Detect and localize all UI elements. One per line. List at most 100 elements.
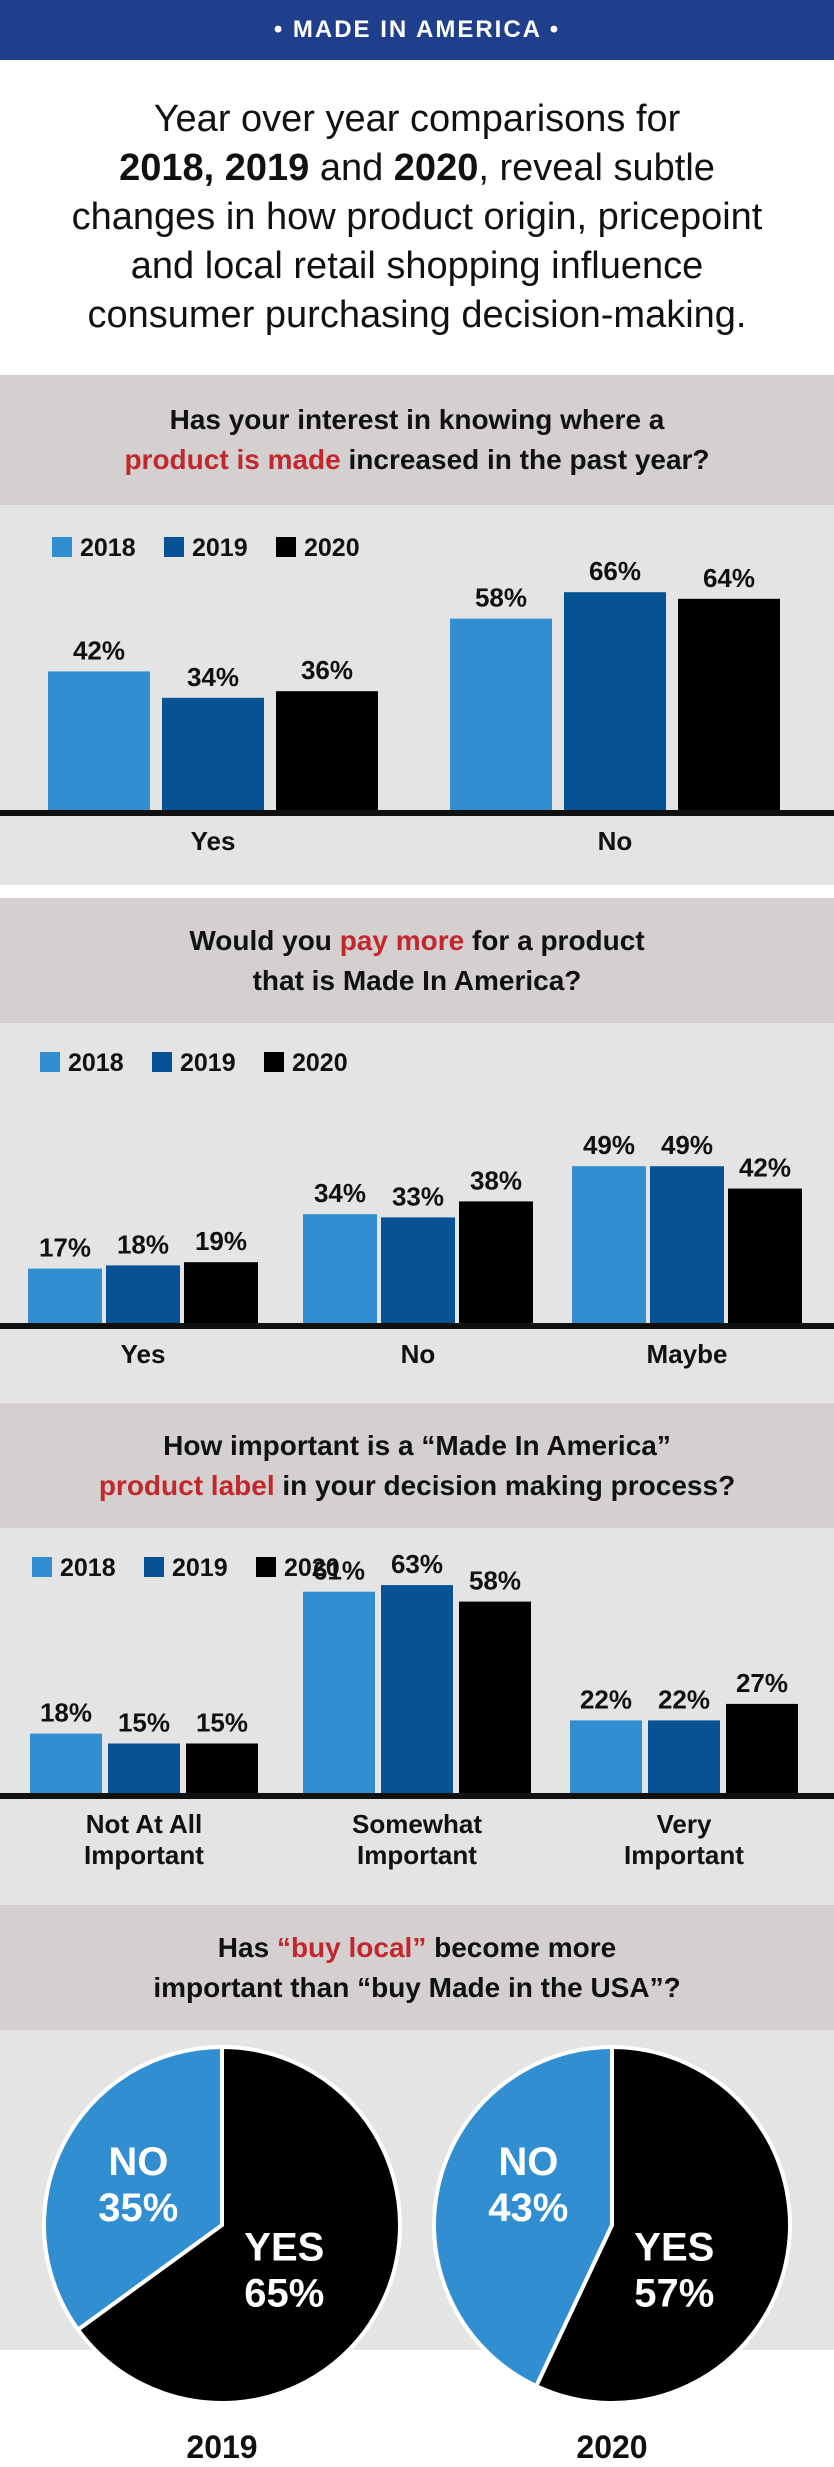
- bar-2020-1: [459, 1201, 533, 1323]
- panel-q1: Has your interest in knowing where a prod…: [0, 375, 834, 885]
- q3-pre: How important is a “Made In America”: [163, 1429, 671, 1461]
- q2-post: for a product: [464, 924, 645, 956]
- q2-pre: Would you: [189, 924, 340, 956]
- bar-label: 15%: [118, 1708, 170, 1738]
- legend-swatch-2019: [152, 1052, 172, 1072]
- q3-header: How important is a “Made In America” prod…: [0, 1403, 834, 1528]
- bar-label: 63%: [391, 1549, 443, 1579]
- legend-label-2020: 2020: [304, 534, 360, 562]
- legend-swatch-2019: [164, 537, 184, 557]
- pie-label-yes-value: 57%: [634, 2272, 714, 2316]
- q3-post: in your decision making process?: [274, 1469, 736, 1501]
- bar-2020-0: [276, 691, 378, 810]
- bar-label: 38%: [470, 1165, 522, 1195]
- category-label: Important: [84, 1840, 204, 1870]
- intro-line1: Year over year comparisons for: [153, 98, 681, 140]
- bar-2019-0: [162, 697, 264, 810]
- intro-text: Year over year comparisons for 2018, 2019…: [50, 95, 784, 340]
- category-label: No: [598, 826, 633, 856]
- legend-swatch-2019: [144, 1557, 164, 1577]
- q4-question: Has “buy local” become more important tha…: [153, 1928, 680, 2008]
- q1-question: Has your interest in knowing where a prod…: [124, 400, 709, 480]
- bar-2019-1: [381, 1217, 455, 1323]
- bar-label: 33%: [392, 1181, 444, 1211]
- bar-label: 17%: [39, 1233, 91, 1263]
- q1-post: increased in the past year?: [340, 444, 710, 475]
- legend-label-2020: 2020: [292, 1049, 348, 1077]
- category-label: Yes: [121, 1339, 166, 1369]
- legend-label-2019: 2019: [180, 1049, 236, 1077]
- bar-label: 15%: [196, 1708, 248, 1738]
- pie-label-no-name: NO: [498, 2140, 558, 2184]
- category-label: Important: [624, 1840, 744, 1870]
- bar-2018-2: [570, 1720, 642, 1793]
- bar-label: 27%: [736, 1668, 788, 1698]
- bar-label: 49%: [583, 1130, 635, 1160]
- bar-2018-1: [450, 618, 552, 810]
- bar-2020-2: [726, 1703, 798, 1793]
- bar-2019-1: [564, 592, 666, 810]
- q1-plot: 2018 2019 2020 42% 34% 36% Yes 58% 66% 64% No: [0, 505, 834, 885]
- q2-question: Would you pay more for a product that is …: [189, 921, 644, 1001]
- legend-swatch-2018: [40, 1052, 60, 1072]
- category-label: No: [401, 1339, 436, 1369]
- category-label: Important: [357, 1840, 477, 1870]
- pie-slice-yes: [533, 2044, 792, 2405]
- bar-2018-1: [303, 1214, 377, 1323]
- q4-plot: NO 35% YES 65% 2019 NO 43% YES 57% 2020: [0, 2030, 834, 2467]
- q2-highlight: pay more: [339, 924, 465, 956]
- bar-label: 18%: [117, 1229, 169, 1259]
- bar-2020-2: [728, 1188, 802, 1323]
- legend-label-2018: 2018: [68, 1049, 124, 1077]
- bar-2020-0: [184, 1262, 258, 1323]
- q1-header: Has your interest in knowing where a prod…: [0, 375, 834, 505]
- bar-label: 42%: [73, 635, 125, 665]
- panel-q2: Would you pay more for a product that is …: [0, 898, 834, 1403]
- intro-rest: , reveal subtle changes in how product o…: [71, 147, 763, 336]
- bar-2018-2: [572, 1166, 646, 1323]
- intro-years-2: 2020: [393, 147, 479, 189]
- category-label: Very: [657, 1809, 712, 1839]
- x-axis-line: [0, 1323, 834, 1329]
- legend-label-2018: 2018: [60, 1554, 116, 1582]
- bar-label: 58%: [469, 1566, 521, 1596]
- intro-and: and: [309, 147, 394, 189]
- bar-2019-0: [106, 1265, 180, 1323]
- bar-2018-0: [48, 671, 150, 810]
- bar-label: 34%: [187, 662, 239, 692]
- q2-header: Would you pay more for a product that is …: [0, 898, 834, 1023]
- legend: 2018 2019 2020: [40, 1049, 348, 1077]
- pie-slice-no: [42, 2044, 224, 2333]
- category-label: Not At All: [86, 1809, 203, 1839]
- q1-highlight: product is made: [124, 444, 341, 475]
- bar-2020-0: [186, 1743, 258, 1793]
- category-label: Maybe: [647, 1339, 728, 1369]
- legend-label-2019: 2019: [172, 1554, 228, 1582]
- pie-label-no-name: NO: [108, 2140, 168, 2184]
- pie-label-yes-name: YES: [634, 2226, 714, 2270]
- bar-label: 22%: [658, 1684, 710, 1714]
- bar-label: 36%: [301, 655, 353, 685]
- bar-label: 58%: [475, 583, 527, 613]
- bar-2020-1: [678, 598, 780, 810]
- q4-header: Has “buy local” become more important tha…: [0, 1905, 834, 2030]
- bar-label: 66%: [589, 556, 641, 586]
- pie-year-label: 2019: [186, 2429, 257, 2465]
- q3-plot: 2018 2019 2020 18% 15% 15% Not At All Important…: [0, 1528, 834, 1928]
- bar-2019-2: [648, 1720, 720, 1793]
- bar-label: 64%: [703, 563, 755, 593]
- pie-slice-yes: [75, 2044, 402, 2405]
- bar-2019-0: [108, 1743, 180, 1793]
- panel-q4: Has “buy local” become more important tha…: [0, 1905, 834, 2467]
- legend-label-2019: 2019: [192, 534, 248, 562]
- q3-highlight: product label: [98, 1469, 275, 1501]
- pie-label-yes-name: YES: [244, 2226, 324, 2270]
- legend: 2018 2019 2020: [32, 1554, 340, 1582]
- bar-label: 34%: [314, 1178, 366, 1208]
- legend: 2018 2019 2020: [52, 534, 360, 562]
- bar-label: 61%: [313, 1556, 365, 1586]
